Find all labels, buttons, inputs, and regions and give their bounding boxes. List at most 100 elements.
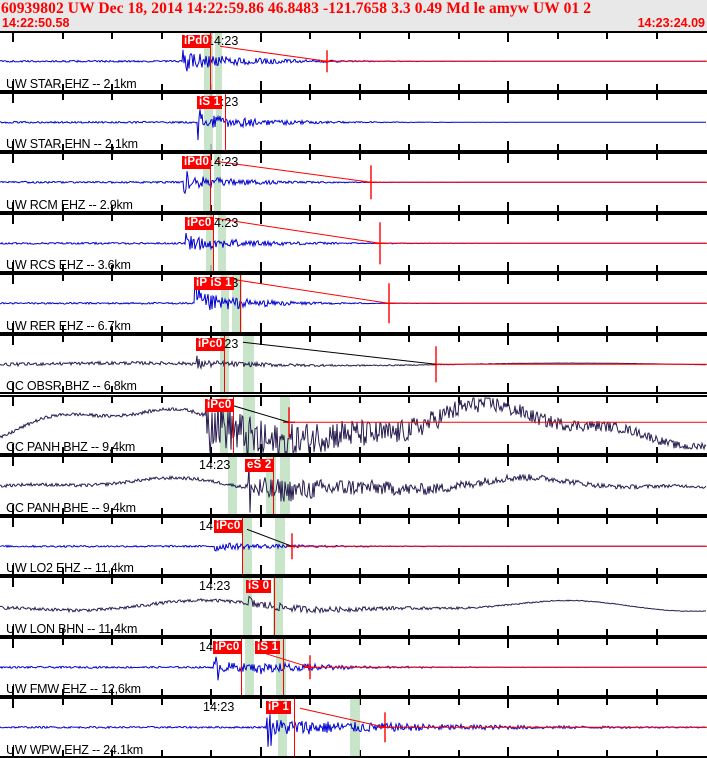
axis-tick — [161, 333, 163, 342]
amplitude-marker[interactable] — [0, 697, 707, 758]
axis-tick — [260, 394, 262, 406]
axis-tick — [210, 455, 212, 464]
axis-tick — [408, 31, 410, 39]
channel-label[interactable]: UW LO2 EHZ -- 11,4km — [6, 561, 134, 576]
trace-panel[interactable]: iPd0 14:23 UW STAR EHZ -- 2,1km — [0, 31, 707, 92]
phase-pick-label[interactable]: iP iS 1 — [194, 277, 234, 291]
axis-tick — [408, 386, 410, 395]
axis-tick — [557, 265, 559, 274]
axis-tick — [606, 31, 608, 39]
axis-tick — [408, 212, 410, 221]
phase-pick-label[interactable]: iPd0 — [182, 156, 212, 170]
axis-tick — [260, 504, 262, 516]
channel-label[interactable]: UW RCM EHZ -- 2.9km — [6, 197, 133, 212]
channel-label[interactable]: CC PANH BHE -- 9,4km — [6, 500, 136, 515]
coda-window-band — [204, 93, 213, 151]
axis-tick — [62, 83, 64, 92]
channel-label[interactable]: UW STAR EHZ -- 2,1km — [6, 76, 137, 91]
axis-tick — [309, 152, 311, 161]
amplitude-marker[interactable] — [0, 31, 707, 92]
axis-tick — [507, 444, 509, 456]
waveform-trace — [0, 465, 707, 513]
phase-pick-label[interactable]: iPc0 — [205, 398, 234, 412]
phase-pick-label[interactable]: iS 1 — [255, 640, 281, 654]
channel-label[interactable]: UW FMW EHZ -- 12,6km — [6, 682, 141, 697]
phase-pick-line — [213, 214, 214, 272]
trace-panel[interactable]: iPd0 14:23 UW RCM EHZ -- 2.9km — [0, 152, 707, 213]
trace-panel[interactable]: iP 1 14:23 UW WPW EHZ -- 24.1km — [0, 697, 707, 758]
phase-pick-label[interactable]: iPc0 — [185, 216, 214, 230]
axis-tick — [62, 265, 64, 274]
trace-panel[interactable]: iPc0 CC PANH BHZ -- 9,4km — [0, 394, 707, 456]
axis-tick — [260, 444, 262, 456]
axis-tick — [507, 697, 509, 709]
axis-tick — [359, 515, 361, 524]
axis-tick — [408, 515, 410, 524]
phase-pick-label[interactable]: iPc0 — [213, 640, 242, 654]
phase-pick-label[interactable]: iPc0 — [196, 337, 225, 351]
channel-label[interactable]: CC OBSR BHZ -- 6,8km — [6, 379, 137, 394]
channel-label[interactable]: UW RER EHZ -- 6.7km — [6, 318, 131, 333]
phase-pick-label[interactable]: iPd0 — [182, 35, 212, 48]
axis-tick — [606, 749, 608, 758]
axis-tick — [656, 333, 658, 342]
channel-label[interactable]: UW LON BHN -- 11,4km — [6, 621, 138, 636]
waveform-trace — [0, 355, 706, 370]
amplitude-marker[interactable] — [0, 213, 707, 274]
axis-tick — [260, 262, 262, 274]
coda-window-band — [273, 578, 283, 635]
trace-panel[interactable]: iS 1 14:23 UW STAR EHN -- 2,1km — [0, 91, 707, 153]
phase-pick-label[interactable]: iPc0 — [214, 519, 243, 533]
axis-tick — [557, 636, 559, 645]
axis-tick — [507, 31, 509, 42]
phase-pick-label[interactable]: iP 1 — [266, 701, 292, 715]
axis-tick — [210, 628, 212, 637]
axis-tick — [111, 455, 113, 464]
trace-panel[interactable]: iS 0 14:23 UW LON BHN -- 11,4km — [0, 576, 707, 637]
trace-panel[interactable]: eS 2 14:23 CC PANH BHE -- 9,4km — [0, 455, 707, 516]
phase-pick-label[interactable]: eS 2 — [245, 459, 274, 473]
amplitude-marker[interactable] — [0, 152, 707, 213]
axis-tick — [408, 689, 410, 698]
channel-label[interactable]: UW STAR EHN -- 2,1km — [6, 137, 138, 152]
axis-tick — [557, 507, 559, 516]
amplitude-marker[interactable] — [0, 516, 707, 577]
channel-label[interactable]: UW RCS EHZ -- 3.6km — [6, 258, 131, 273]
amplitude-marker[interactable] — [0, 273, 707, 334]
axis-tick — [458, 386, 460, 395]
axis-tick — [458, 31, 460, 39]
axis-tick — [557, 628, 559, 637]
axis-tick — [557, 386, 559, 395]
axis-tick — [12, 394, 14, 406]
axis-tick — [656, 273, 658, 282]
trace-panel[interactable]: iPc0 14:23 UW RCS EHZ -- 3.6km — [0, 212, 707, 274]
phase-pick-label[interactable]: iS 1 — [197, 95, 223, 109]
amplitude-marker[interactable] — [0, 334, 707, 395]
phase-pick-label[interactable]: iS 0 — [246, 580, 272, 594]
axis-tick — [161, 265, 163, 274]
axis-tick — [557, 83, 559, 92]
axis-tick — [161, 636, 163, 645]
axis-tick — [111, 515, 113, 524]
time-axis-line — [0, 634, 707, 637]
channel-label[interactable]: CC PANH BHZ -- 9,4km — [6, 440, 136, 455]
time-axis-line — [0, 331, 707, 334]
time-axis-line — [0, 392, 707, 395]
axis-tick — [408, 568, 410, 577]
channel-label[interactable]: UW WPW EHZ -- 24.1km — [6, 742, 143, 757]
time-axis-line — [0, 636, 707, 639]
axis-tick — [606, 507, 608, 516]
axis-tick — [458, 273, 460, 282]
axis-tick — [111, 689, 113, 698]
axis-tick — [458, 507, 460, 516]
axis-tick — [557, 394, 559, 403]
amplitude-marker[interactable] — [0, 395, 707, 456]
axis-tick — [408, 636, 410, 645]
axis-tick — [62, 697, 64, 706]
axis-tick — [557, 455, 559, 464]
axis-tick — [606, 273, 608, 282]
